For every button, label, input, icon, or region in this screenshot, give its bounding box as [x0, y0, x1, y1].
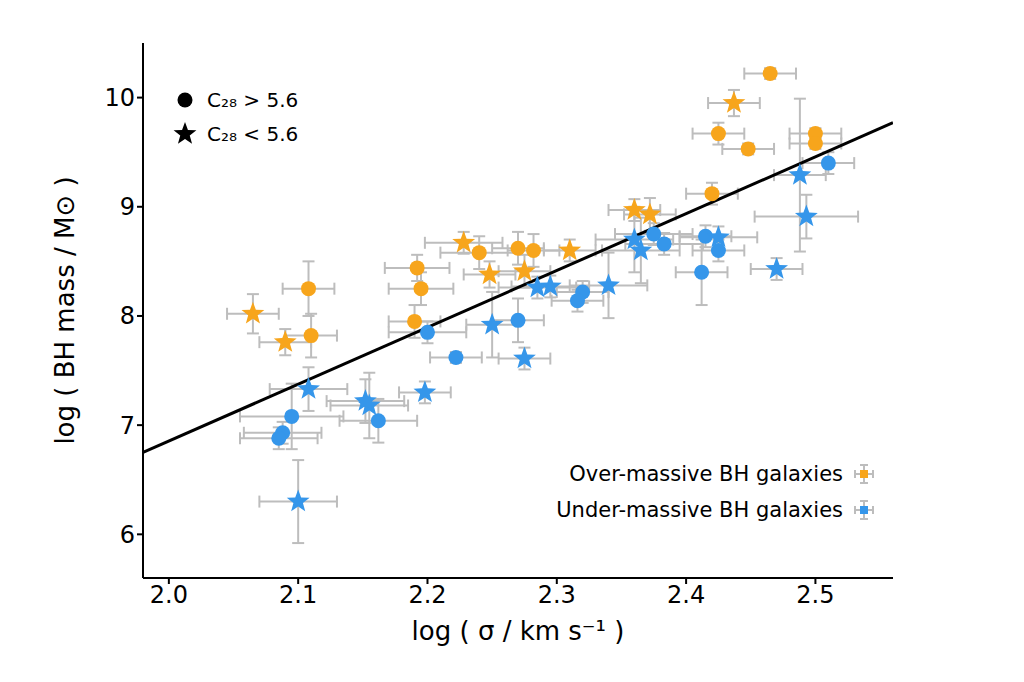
- svg-text:9: 9: [120, 193, 135, 221]
- svg-text:7: 7: [120, 412, 135, 440]
- svg-text:2.3: 2.3: [538, 581, 576, 609]
- svg-text:8: 8: [120, 302, 135, 330]
- html-text:C₂₈ > 5.6: C₂₈ > 5.6: [207, 88, 299, 112]
- svg-text:2.1: 2.1: [279, 581, 317, 609]
- svg-text:2.4: 2.4: [667, 581, 705, 609]
- svg-text:2.2: 2.2: [408, 581, 446, 609]
- svg-text:2.5: 2.5: [796, 581, 834, 609]
- svg-text:log ( σ / km s⁻¹ ): log ( σ / km s⁻¹ ): [412, 616, 625, 646]
- svg-text:2.0: 2.0: [150, 581, 188, 609]
- html-text:Over-massive BH galaxies: Over-massive BH galaxies: [569, 462, 843, 486]
- html-text:C₂₈ < 5.6: C₂₈ < 5.6: [207, 122, 299, 146]
- svg-text:10: 10: [104, 84, 135, 112]
- html-text:Under-massive BH galaxies: Under-massive BH galaxies: [556, 498, 843, 522]
- svg-text:6: 6: [120, 521, 135, 549]
- svg-text:log ( BH mass / M⊙ ): log ( BH mass / M⊙ ): [50, 176, 80, 444]
